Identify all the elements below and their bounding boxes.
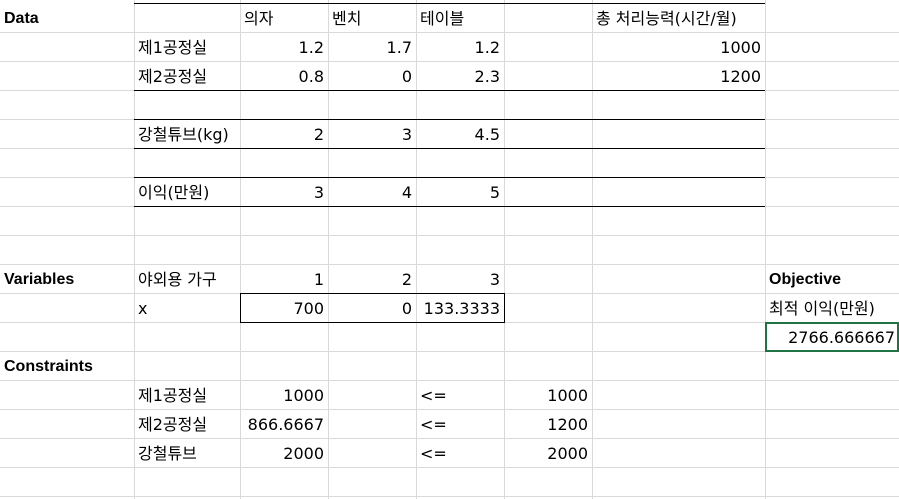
row-label[interactable]: 제2공정실 xyxy=(138,67,208,86)
constraint-lhs[interactable]: 2000 xyxy=(283,444,324,463)
gridline xyxy=(0,264,899,265)
table-border xyxy=(134,148,765,149)
gridline xyxy=(416,0,417,499)
constraint-rhs[interactable]: 1000 xyxy=(547,386,588,405)
table-cell[interactable]: 2 xyxy=(313,125,324,144)
table-cell[interactable]: 1.7 xyxy=(386,38,412,57)
header-capacity[interactable]: 총 처리능력(시간/월) xyxy=(596,9,737,28)
header-bench[interactable]: 벤치 xyxy=(332,9,362,28)
gridline xyxy=(0,351,899,352)
row-label[interactable]: 이익(만원) xyxy=(138,183,210,202)
constraint-lhs[interactable]: 1000 xyxy=(283,386,324,405)
decision-variable-range xyxy=(240,293,505,323)
section-constraints-label[interactable]: Constraints xyxy=(4,358,93,375)
table-cell[interactable]: 4 xyxy=(401,183,412,202)
constraint-operator[interactable]: <= xyxy=(420,415,447,434)
header-table[interactable]: 테이블 xyxy=(420,9,465,28)
constraint-operator[interactable]: <= xyxy=(420,444,447,463)
variable-index[interactable]: 1 xyxy=(313,270,324,289)
selected-cell[interactable] xyxy=(765,322,899,352)
constraint-label[interactable]: 제1공정실 xyxy=(138,386,208,405)
table-cell[interactable]: 5 xyxy=(489,183,500,202)
constraint-operator[interactable]: <= xyxy=(420,386,447,405)
gridline xyxy=(240,0,241,499)
gridline xyxy=(765,0,766,499)
x-value-cell[interactable]: 700 xyxy=(293,299,324,318)
section-variables-label[interactable]: Variables xyxy=(4,271,75,288)
gridline xyxy=(0,438,899,439)
gridline xyxy=(0,409,899,410)
table-cell[interactable]: 1000 xyxy=(720,38,761,57)
constraint-lhs[interactable]: 866.6667 xyxy=(247,415,324,434)
table-cell[interactable]: 0.8 xyxy=(298,67,324,86)
variables-label[interactable]: 야외용 가구 xyxy=(138,270,217,289)
table-border xyxy=(134,177,765,178)
table-cell[interactable]: 3 xyxy=(401,125,412,144)
x-value-cell[interactable]: 133.3333 xyxy=(423,299,500,318)
gridline xyxy=(0,467,899,468)
gridline xyxy=(0,235,899,236)
row-label[interactable]: 제1공정실 xyxy=(138,38,208,57)
constraint-rhs[interactable]: 1200 xyxy=(547,415,588,434)
table-cell[interactable]: 1.2 xyxy=(298,38,324,57)
gridline xyxy=(134,0,135,499)
table-cell[interactable]: 4.5 xyxy=(474,125,500,144)
header-chair[interactable]: 의자 xyxy=(244,9,274,28)
gridline xyxy=(328,0,329,499)
constraint-rhs[interactable]: 2000 xyxy=(547,444,588,463)
variable-index[interactable]: 3 xyxy=(489,270,500,289)
objective-label[interactable]: 최적 이익(만원) xyxy=(769,299,875,318)
gridline xyxy=(0,32,899,33)
row-label[interactable]: 강철튜브(kg) xyxy=(138,125,229,144)
section-data-label[interactable]: Data xyxy=(4,10,39,27)
gridline xyxy=(0,380,899,381)
constraint-label[interactable]: 강철튜브 xyxy=(138,444,197,463)
table-cell[interactable]: 1.2 xyxy=(474,38,500,57)
gridline xyxy=(504,0,505,499)
table-border xyxy=(134,3,765,4)
table-border xyxy=(134,206,765,207)
table-cell[interactable]: 0 xyxy=(401,67,412,86)
table-border xyxy=(134,90,765,91)
section-objective-label[interactable]: Objective xyxy=(769,271,842,288)
x-label[interactable]: x xyxy=(138,299,148,318)
gridline xyxy=(0,61,899,62)
x-value-cell[interactable]: 0 xyxy=(401,299,412,318)
gridline xyxy=(0,496,899,497)
table-border xyxy=(134,119,765,120)
variable-index[interactable]: 2 xyxy=(401,270,412,289)
table-cell[interactable]: 3 xyxy=(313,183,324,202)
table-cell[interactable]: 2.3 xyxy=(474,67,500,86)
objective-value-cell[interactable]: 2766.666667 xyxy=(788,328,895,347)
gridline xyxy=(592,0,593,499)
constraint-label[interactable]: 제2공정실 xyxy=(138,415,208,434)
table-cell[interactable]: 1200 xyxy=(720,67,761,86)
